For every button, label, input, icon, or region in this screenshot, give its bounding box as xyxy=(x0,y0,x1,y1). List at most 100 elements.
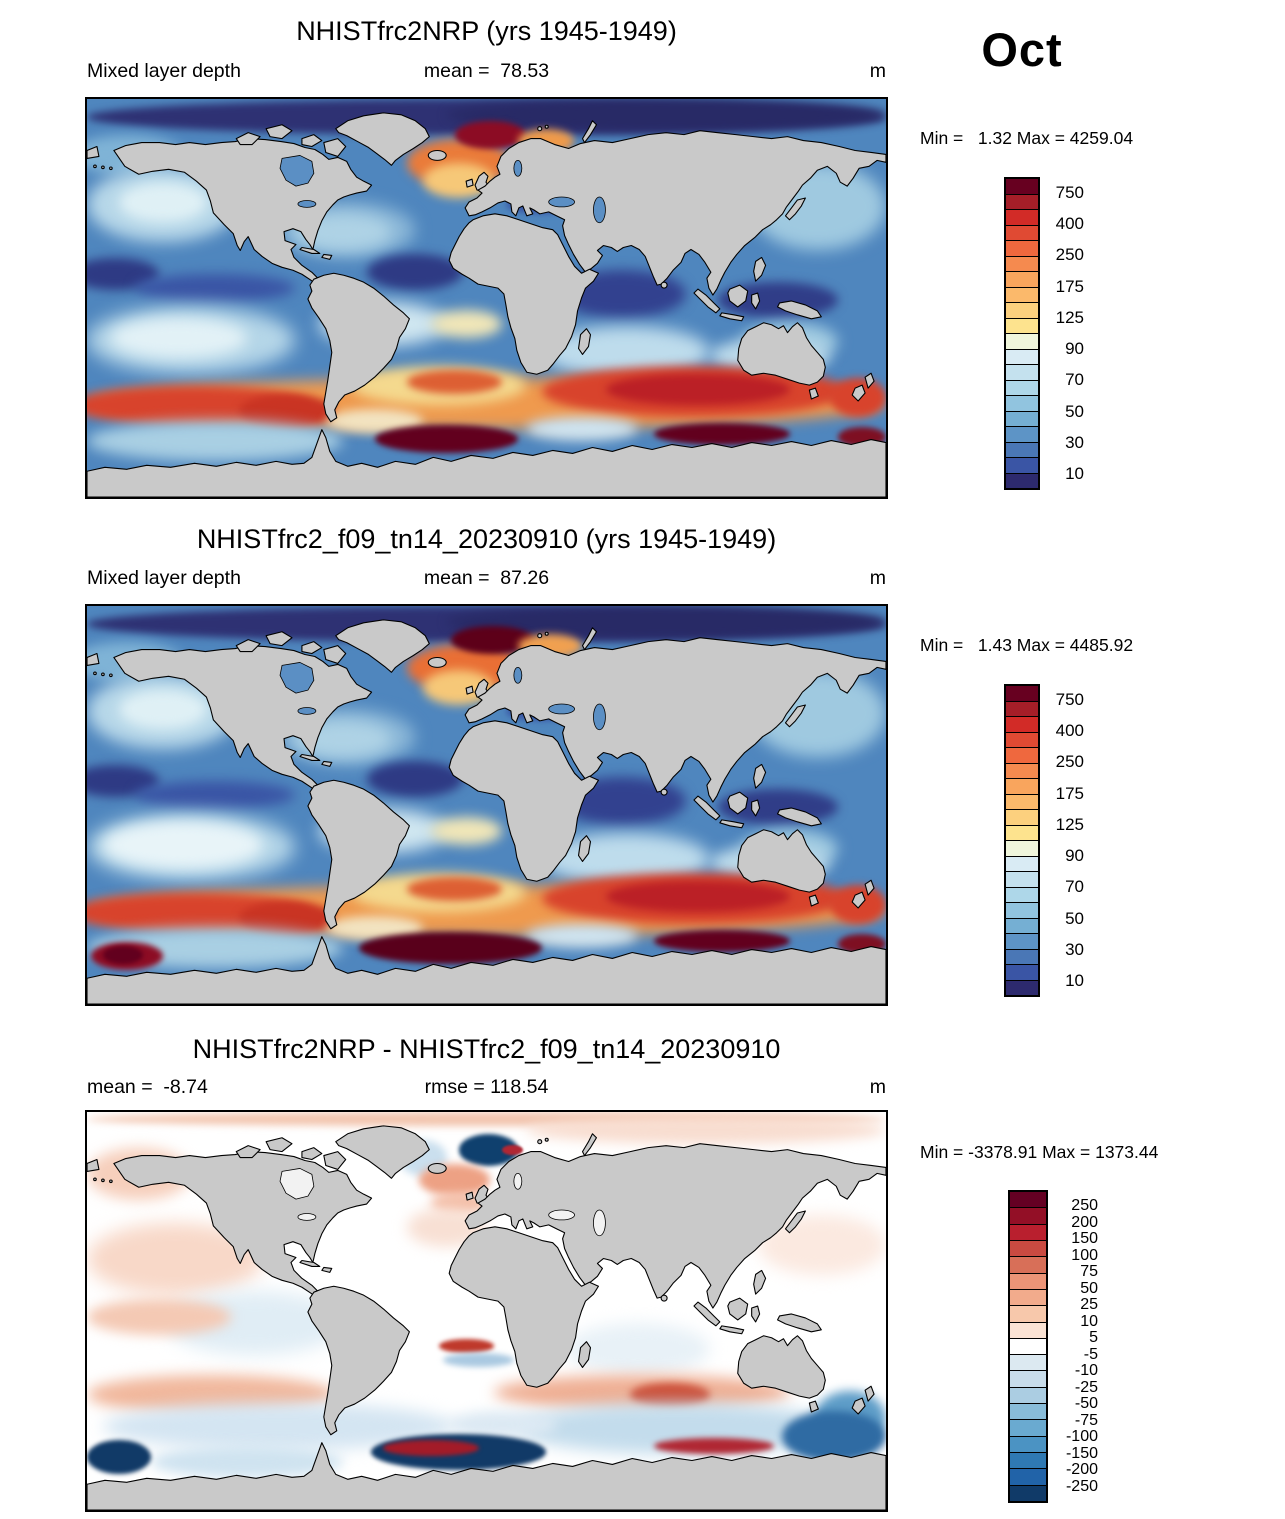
colorbar-tick-label: 750 xyxy=(1055,182,1084,202)
colorbar-cell xyxy=(1010,1321,1046,1338)
colorbar-cell xyxy=(1006,395,1038,411)
colorbar-cells xyxy=(1004,684,1040,997)
ocean-feature xyxy=(134,274,295,302)
colorbar-cell xyxy=(1006,871,1038,887)
colorbar-tick-label: -25 xyxy=(1074,1378,1098,1396)
colorbar-tick-label: -250 xyxy=(1065,1477,1098,1495)
colorbar-tick-label: 90 xyxy=(1065,339,1084,359)
colorbar-tick-label: -75 xyxy=(1074,1411,1098,1429)
colorbar-cell xyxy=(1010,1207,1046,1224)
colorbar-cell xyxy=(1006,179,1038,194)
colorbar-diff: 250 200 150 100 75 50 25 10 5 -5 -10 -25 -50 -75 -100-… xyxy=(1008,1190,1098,1503)
world-continents xyxy=(87,1125,886,1510)
colorbar-cell xyxy=(1006,762,1038,778)
panel3-title: NHISTfrc2NRP - NHISTfrc2_f09_tn14_202309… xyxy=(192,1034,781,1064)
colorbar-tick-label: 50 xyxy=(1065,908,1084,928)
colorbar-cell xyxy=(1006,886,1038,902)
ocean-feature xyxy=(446,99,886,131)
colorbar-cell xyxy=(1006,948,1038,964)
colorbar-cell xyxy=(1006,302,1038,318)
colorbar-cell xyxy=(1010,1288,1046,1306)
colorbar-cell xyxy=(1010,1192,1046,1208)
panel2-ocean-field xyxy=(87,606,886,1004)
panel3-subrow: mean = -8.74 rmse = 118.54 m xyxy=(85,1076,888,1100)
colorbar-cell xyxy=(1010,1403,1046,1420)
colorbar-tick-label: 70 xyxy=(1065,370,1084,390)
colorbar-mld-2: 750 400 250 175 125 90 70 50 30 10 xyxy=(1004,684,1084,997)
panel2-title: NHISTfrc2_f09_tn14_20230910 (yrs 1945-19… xyxy=(196,524,777,554)
colorbar-cell xyxy=(1006,209,1038,225)
ocean-feature xyxy=(438,1338,495,1353)
month-label: Oct xyxy=(981,23,1063,76)
colorbar-cell xyxy=(1006,364,1038,380)
colorbar-cell xyxy=(1006,933,1038,949)
colorbar-tick-label: -10 xyxy=(1074,1362,1098,1380)
ocean-feature xyxy=(654,930,791,953)
panel1-unit-label: m xyxy=(869,60,886,82)
colorbar-tick-label: 750 xyxy=(1055,689,1084,709)
ocean-feature xyxy=(110,317,247,358)
colorbar-cell xyxy=(1006,716,1038,732)
panel1-minmax: Min = 1.32 Max = 4259.04 xyxy=(920,128,1134,148)
colorbar-cell xyxy=(1006,700,1038,716)
panel3-map xyxy=(85,1110,888,1512)
colorbar-cell xyxy=(1006,379,1038,395)
colorbar-cell xyxy=(1010,1435,1046,1452)
panel1-mean-value: mean = 78.53 xyxy=(423,60,550,82)
colorbar-tick-label: 175 xyxy=(1055,276,1084,296)
colorbar-cell xyxy=(1006,855,1038,871)
colorbar-cell xyxy=(1010,1239,1046,1257)
colorbar-tick-label: -50 xyxy=(1074,1395,1098,1413)
colorbar-tick-label: 125 xyxy=(1055,307,1084,327)
colorbar-cell xyxy=(1006,333,1038,349)
world-continents xyxy=(87,112,886,497)
colorbar-cell xyxy=(1006,457,1038,473)
panel2-field-label: Mixed layer depth xyxy=(87,567,241,589)
colorbar-mld-1: 750 400 250 175 125 90 70 50 30 10 xyxy=(1004,177,1084,490)
panel3-unit-label: m xyxy=(869,1076,886,1098)
colorbar-cell xyxy=(1010,1370,1046,1387)
ocean-feature xyxy=(430,816,503,845)
colorbar-cell xyxy=(1006,824,1038,840)
colorbar-tick-label: 50 xyxy=(1065,401,1084,421)
ocean-feature xyxy=(118,182,207,223)
colorbar-cell xyxy=(1006,240,1038,256)
colorbar-cell xyxy=(1006,426,1038,442)
colorbar-tick-label: 10 xyxy=(1065,971,1084,991)
colorbar-cell xyxy=(1010,1452,1046,1469)
ocean-feature xyxy=(526,1115,886,1144)
ocean-feature xyxy=(102,820,263,869)
colorbar-tick-label: 5 xyxy=(1089,1329,1098,1347)
panel2-unit-label: m xyxy=(869,567,886,589)
colorbar-tick-label: 10 xyxy=(1080,1312,1098,1330)
ocean-feature xyxy=(87,1440,151,1475)
colorbar-cell xyxy=(1006,686,1038,701)
world-continents xyxy=(87,619,886,1004)
colorbar-tick-label: 70 xyxy=(1065,877,1084,897)
panel1-map xyxy=(85,97,888,499)
colorbar-cell xyxy=(1006,348,1038,364)
colorbar-tick-label: 250 xyxy=(1055,245,1084,265)
ocean-feature xyxy=(366,254,463,291)
ocean-feature xyxy=(382,1440,479,1457)
colorbar-cell xyxy=(1006,840,1038,856)
ocean-feature xyxy=(526,924,639,949)
colorbar-tick-label: 125 xyxy=(1055,814,1084,834)
colorbar-cell xyxy=(1006,472,1038,488)
colorbar-cell xyxy=(1006,731,1038,747)
panel3-rmse-value: rmse = 118.54 xyxy=(424,1076,549,1098)
panel2-mean-value: mean = 87.26 xyxy=(423,567,550,589)
colorbar-tick-label: -200 xyxy=(1065,1461,1098,1479)
colorbar-cell xyxy=(1010,1256,1046,1273)
colorbar-tick-label: 400 xyxy=(1055,213,1084,233)
colorbar-cell xyxy=(1006,193,1038,209)
colorbar-cell xyxy=(1006,317,1038,333)
ocean-feature xyxy=(606,373,791,406)
colorbar-tick-label: 25 xyxy=(1080,1296,1098,1314)
colorbar-cell xyxy=(1006,793,1038,809)
colorbar-tick-label: 30 xyxy=(1065,433,1084,453)
colorbar-tick-label: -5 xyxy=(1083,1345,1098,1363)
ocean-feature xyxy=(374,425,519,454)
panel2-minmax: Min = 1.43 Max = 4485.92 xyxy=(920,635,1134,655)
colorbar-tick-label: 250 xyxy=(1071,1197,1098,1215)
